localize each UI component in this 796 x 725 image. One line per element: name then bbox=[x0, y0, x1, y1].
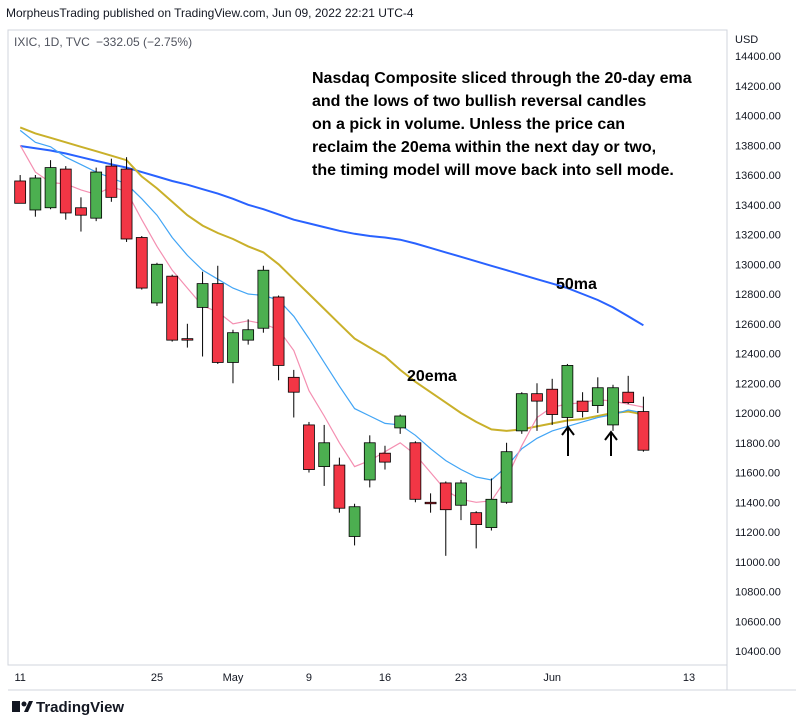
y-tick-label: 14400.00 bbox=[735, 51, 781, 63]
candle-body bbox=[14, 180, 27, 204]
candle-body bbox=[303, 424, 315, 470]
candle-body bbox=[181, 338, 194, 341]
y-tick-label: 10800.00 bbox=[735, 587, 781, 599]
candle-body bbox=[257, 269, 270, 329]
candle-body bbox=[485, 498, 498, 528]
y-tick-label: 11000.00 bbox=[735, 557, 780, 569]
candle-body bbox=[166, 275, 179, 341]
y-tick-label: 12400.00 bbox=[735, 349, 781, 361]
candle-body bbox=[394, 415, 407, 429]
candle-body bbox=[135, 237, 148, 289]
note-line: and the lows of two bullish reversal can… bbox=[312, 93, 646, 110]
candle-body bbox=[515, 393, 528, 432]
note-line: Nasdaq Composite sliced through the 20-d… bbox=[312, 70, 692, 87]
currency: USD bbox=[735, 34, 758, 46]
y-tick-label: 13400.00 bbox=[735, 200, 781, 212]
x-tick-label: May bbox=[223, 672, 244, 684]
candle-body bbox=[44, 167, 57, 209]
candle-body bbox=[455, 482, 467, 506]
arrows bbox=[561, 425, 618, 456]
y-tick-label: 11200.00 bbox=[735, 527, 780, 539]
candle-body bbox=[379, 452, 391, 463]
y-tick-label: 12800.00 bbox=[735, 289, 781, 301]
candle-body bbox=[409, 442, 422, 500]
candle-body bbox=[211, 283, 224, 363]
note-line: the timing model will move back into sel… bbox=[312, 162, 674, 179]
logo-mark bbox=[12, 701, 20, 712]
x-tick-label: 11 bbox=[14, 672, 25, 684]
x-tick-label: 16 bbox=[379, 672, 391, 684]
note-line: on a pick in volume. Unless the price ca… bbox=[312, 116, 625, 133]
y-tick-label: 10400.00 bbox=[735, 646, 781, 658]
arrow bbox=[561, 425, 575, 456]
candle-body bbox=[531, 393, 543, 402]
candle-body bbox=[75, 207, 87, 216]
candle-body bbox=[29, 177, 42, 211]
candle-body bbox=[59, 168, 72, 214]
candle-body bbox=[591, 387, 604, 406]
candle-body bbox=[287, 376, 300, 393]
candle-body bbox=[576, 400, 589, 412]
candle-body bbox=[561, 365, 574, 418]
y-tick-label: 12600.00 bbox=[735, 319, 781, 331]
candle-body bbox=[546, 388, 559, 415]
y-tick-label: 14000.00 bbox=[735, 111, 781, 123]
y-tick-label: 13600.00 bbox=[735, 170, 781, 182]
candle-body bbox=[120, 168, 133, 240]
y-tick-label: 12200.00 bbox=[735, 378, 781, 390]
moving-average bbox=[19, 126, 644, 432]
x-tick-label: 23 bbox=[455, 672, 467, 684]
candle-body bbox=[348, 506, 361, 537]
x-tick-label: 9 bbox=[306, 672, 312, 684]
candle-body bbox=[196, 283, 209, 308]
candle-body bbox=[622, 391, 635, 404]
y-tick-label: 11400.00 bbox=[735, 497, 780, 509]
y-tick-label: 13000.00 bbox=[735, 259, 781, 271]
note-line: reclaim the 20ema within the next day or… bbox=[312, 139, 656, 156]
footer-brand: TradingView bbox=[36, 699, 124, 716]
header: MorpheusTrading published on TradingView… bbox=[6, 6, 414, 20]
candle-body bbox=[500, 451, 513, 503]
logo bbox=[12, 701, 33, 712]
candle-body bbox=[227, 332, 239, 363]
candle-body bbox=[607, 387, 619, 426]
x-tick-label: 25 bbox=[151, 672, 163, 684]
annotation: 20ema bbox=[407, 368, 457, 385]
candle-body bbox=[151, 263, 163, 304]
candle-body bbox=[318, 442, 331, 467]
y-tick-label: 11800.00 bbox=[735, 438, 780, 450]
candle-body bbox=[637, 411, 650, 451]
candle-body bbox=[105, 165, 118, 198]
x-tick-label: 13 bbox=[683, 672, 695, 684]
candle-body bbox=[272, 296, 285, 366]
candle-body bbox=[470, 512, 483, 525]
y-tick-label: 10600.00 bbox=[735, 616, 781, 628]
y-tick-label: 13200.00 bbox=[735, 230, 781, 242]
logo-mark bbox=[24, 701, 33, 712]
plot bbox=[14, 126, 650, 556]
y-tick-label: 13800.00 bbox=[735, 140, 781, 152]
y-tick-label: 14200.00 bbox=[735, 81, 781, 93]
candle-body bbox=[333, 464, 346, 509]
arrow bbox=[604, 430, 618, 456]
candle-body bbox=[363, 442, 376, 481]
logo-mark bbox=[21, 701, 27, 707]
candle-body bbox=[424, 501, 437, 505]
symbol: IXIC, 1D, TVC bbox=[14, 35, 90, 49]
candle-body bbox=[439, 482, 452, 511]
annotation: 50ma bbox=[556, 276, 597, 293]
y-tick-label: 12000.00 bbox=[735, 408, 781, 420]
candle-body bbox=[90, 171, 103, 219]
x-tick-label: Jun bbox=[543, 672, 561, 684]
moving-average bbox=[20, 145, 644, 327]
candle-body bbox=[242, 329, 255, 341]
change: −332.05 (−2.75%) bbox=[96, 35, 192, 49]
y-tick-label: 11600.00 bbox=[735, 468, 780, 480]
